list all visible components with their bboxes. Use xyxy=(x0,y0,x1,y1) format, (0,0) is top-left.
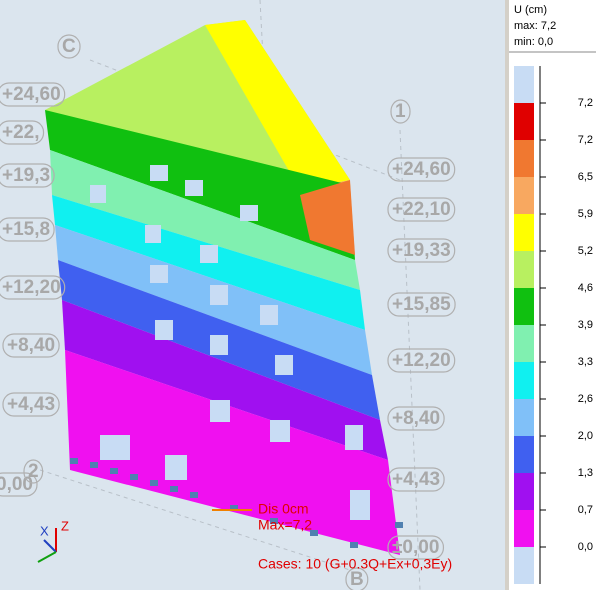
scale-label: 6,5 xyxy=(578,171,593,183)
grid-lines xyxy=(39,0,421,591)
level-label: +8,40 xyxy=(7,335,55,356)
scale-label: 3,3 xyxy=(578,356,593,368)
scale-band xyxy=(514,436,534,473)
level-pill xyxy=(387,467,445,492)
level-pill xyxy=(387,238,456,263)
level-label: 1 xyxy=(395,101,406,122)
axis-z: Z xyxy=(61,518,69,533)
overlay-dis: Dis 0cm xyxy=(258,501,309,517)
level-label: C xyxy=(62,36,76,57)
scale-label: 5,9 xyxy=(578,208,593,220)
overlay-max: Max=7,2 xyxy=(258,517,312,533)
scale-label: 5,2 xyxy=(578,245,593,257)
level-pill xyxy=(387,157,456,182)
level-pill xyxy=(387,535,445,560)
scale-label: 2,6 xyxy=(578,393,593,405)
building xyxy=(45,20,400,555)
scale-band xyxy=(514,510,534,547)
level-label: +24,60 xyxy=(392,159,451,180)
supports xyxy=(70,458,403,548)
scale-band xyxy=(514,288,534,325)
legend-max: max: 7,2 xyxy=(514,20,556,32)
level-label: +4,43 xyxy=(7,394,55,415)
level-pill xyxy=(23,459,44,484)
level-pill xyxy=(390,99,411,124)
scale-band xyxy=(514,399,534,436)
level-pill xyxy=(387,348,456,373)
level-pill xyxy=(0,472,38,497)
level-label: 0,00 xyxy=(0,474,33,495)
scale-band xyxy=(514,140,534,177)
scale-label: 4,6 xyxy=(578,282,593,294)
legend-min: min: 0,0 xyxy=(514,36,553,48)
level-pill xyxy=(387,197,456,222)
level-label: +8,40 xyxy=(392,408,440,429)
level-label: +4,43 xyxy=(392,469,440,490)
scale-label: 0,7 xyxy=(578,504,593,516)
level-label: +24,60 xyxy=(2,84,61,105)
level-pill xyxy=(0,275,66,300)
legend-title: U (cm) xyxy=(514,4,547,16)
overlay-cases: Cases: 10 (G+0.3Q+Ex+0,3Ey) xyxy=(258,556,452,572)
level-label: +12,20 xyxy=(392,350,451,371)
scale-band xyxy=(514,103,534,140)
scale-band xyxy=(514,473,534,510)
level-pill xyxy=(387,406,445,431)
level-label: +19,3 xyxy=(2,165,50,186)
scale-band xyxy=(514,66,534,103)
scale-label: 3,9 xyxy=(578,319,593,331)
scale-band xyxy=(514,214,534,251)
level-label: +22, xyxy=(2,122,40,143)
level-pill xyxy=(57,34,81,59)
scale-band xyxy=(514,325,534,362)
level-label: +22,10 xyxy=(392,199,451,220)
color-scale: 7,2 7,2 6,5 5,9 5,2 4,6 3,9 3,3 2,6 2,0 1,3 0,7 0,0 xyxy=(514,66,593,584)
level-pill xyxy=(0,82,66,107)
level-label: ±0,00 xyxy=(392,537,439,558)
scale-band xyxy=(514,362,534,399)
scale-label: 2,0 xyxy=(578,430,593,442)
axis-x: X xyxy=(40,523,49,538)
scale-label: 0,0 xyxy=(578,541,593,553)
level-pill xyxy=(0,217,55,242)
level-labels: +24,60 +22, +19,3 +15,8 +12,20 +8,40 +4,43 0,00… xyxy=(0,34,456,592)
level-label: 2 xyxy=(28,461,39,482)
level-pill xyxy=(2,333,60,358)
scale-label: 7,2 xyxy=(578,97,593,109)
scale-band xyxy=(514,547,534,584)
axes-icon: Z X xyxy=(37,518,69,563)
level-pill xyxy=(0,120,45,145)
level-label: +15,85 xyxy=(392,294,451,315)
scale-band xyxy=(514,177,534,214)
level-label: B xyxy=(350,569,364,590)
level-label: +19,33 xyxy=(392,240,451,261)
level-pill xyxy=(2,392,60,417)
level-label: +15,8 xyxy=(2,219,50,240)
level-pill xyxy=(0,163,55,188)
scale-band xyxy=(514,251,534,288)
scale-label: 1,3 xyxy=(578,467,593,479)
level-label: +12,20 xyxy=(2,277,61,298)
scale-label: 7,2 xyxy=(578,134,593,146)
level-pill xyxy=(387,292,456,317)
